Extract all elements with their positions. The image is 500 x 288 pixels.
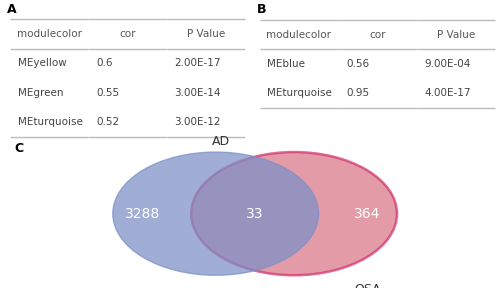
Text: OSA: OSA [354, 283, 381, 288]
Text: 33: 33 [246, 207, 264, 221]
Text: 364: 364 [354, 207, 381, 221]
Text: B: B [257, 3, 266, 16]
Text: C: C [15, 142, 24, 155]
Ellipse shape [191, 152, 397, 275]
Text: AD: AD [212, 135, 230, 148]
Ellipse shape [113, 152, 318, 275]
Text: A: A [8, 3, 17, 16]
Text: 3288: 3288 [124, 207, 160, 221]
